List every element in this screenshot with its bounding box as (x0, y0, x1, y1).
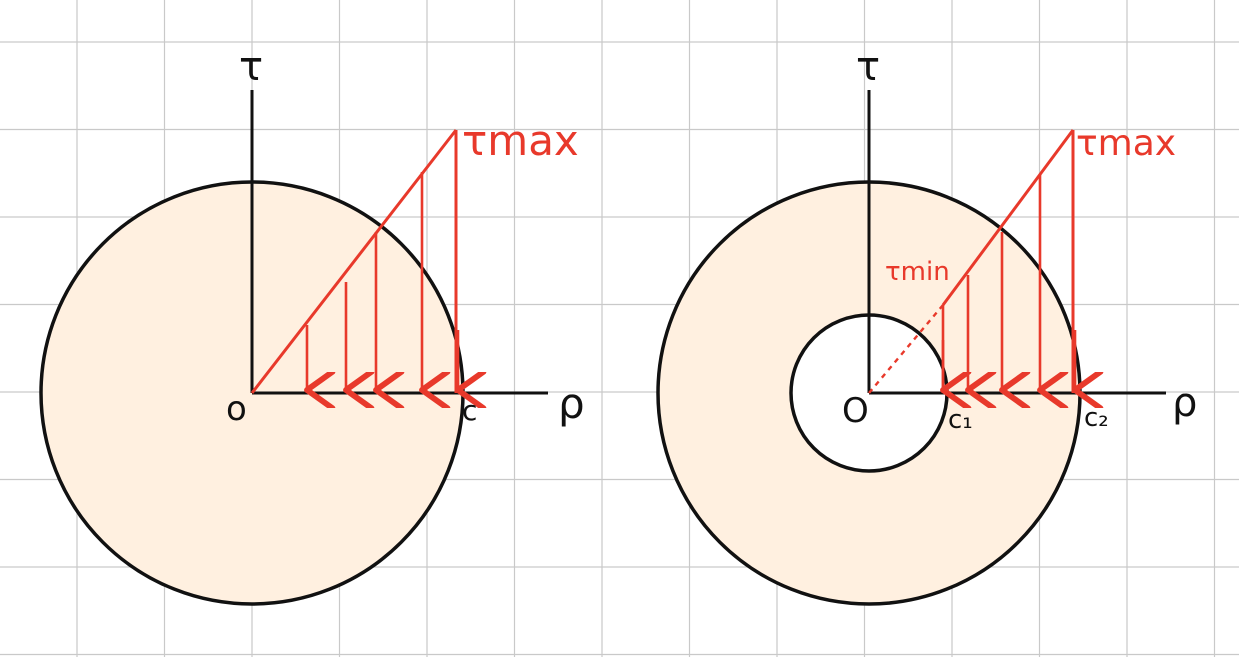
hollow-shaft-diagram: τ ρ O c₁ c₂ τmax τmin (656, 44, 1197, 606)
rho-axis-label: ρ (1172, 380, 1197, 426)
max-stress-label: τmax (1076, 123, 1176, 164)
origin-label: O (842, 391, 869, 431)
tau-axis-label: τ (856, 44, 880, 90)
outer-radius-label: c₂ (1084, 403, 1109, 433)
tau-axis-label: τ (239, 44, 263, 90)
inner-radius-label: c₁ (948, 405, 973, 435)
solid-shaft-diagram: τ ρ o c τmax (39, 44, 585, 606)
min-stress-label: τmin (885, 257, 950, 287)
stress-distribution-line (941, 129, 1075, 306)
radius-label: c (462, 394, 477, 427)
origin-label: o (226, 389, 247, 429)
max-stress-label: τmax (462, 116, 579, 165)
rho-axis-label: ρ (558, 379, 585, 428)
